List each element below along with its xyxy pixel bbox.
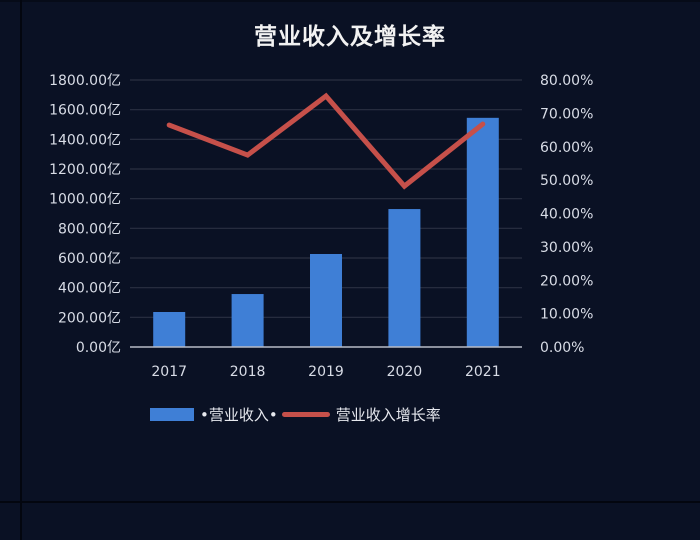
top-border xyxy=(0,0,700,2)
left-tick-label: 1400.00亿 xyxy=(49,132,121,148)
bar-2018 xyxy=(231,294,264,347)
left-tick-label: 1000.00亿 xyxy=(49,192,121,208)
right-axis-ticks: 0.00% 10.00% 20.00% 30.00% 40.00% 50.00% 60.00… xyxy=(540,73,593,356)
legend: •营业收入• 营业收入增长率 xyxy=(150,404,441,425)
horizontal-divider xyxy=(0,501,700,503)
left-tick-label: 1200.00亿 xyxy=(49,162,121,178)
right-tick-label: 30.00% xyxy=(540,240,593,256)
left-tick-label: 1800.00亿 xyxy=(49,73,121,89)
right-tick-label: 80.00% xyxy=(540,73,593,89)
x-axis-ticks: 2017 2018 2019 2020 2021 xyxy=(151,364,500,380)
left-tick-label: 800.00亿 xyxy=(58,221,121,237)
bar-2017 xyxy=(153,311,186,347)
vertical-divider xyxy=(20,0,22,540)
x-tick-label: 2019 xyxy=(308,364,344,380)
x-tick-label: 2017 xyxy=(151,364,187,380)
x-tick-label: 2018 xyxy=(230,364,266,380)
right-tick-label: 20.00% xyxy=(540,273,593,289)
right-tick-label: 0.00% xyxy=(540,340,584,356)
chart-title: 营业收入及增长率 xyxy=(254,24,446,50)
left-tick-label: 400.00亿 xyxy=(58,281,121,297)
bar-2021 xyxy=(466,117,499,347)
bar-2020 xyxy=(388,209,421,347)
left-axis-ticks: 0.00亿 200.00亿 400.00亿 600.00亿 800.00亿 1000.00… xyxy=(49,73,121,356)
left-tick-label: 1600.00亿 xyxy=(49,103,121,119)
left-tick-label: 0.00亿 xyxy=(76,340,121,356)
legend-line-label: 营业收入增长率 xyxy=(335,406,441,424)
bar-2019 xyxy=(310,253,342,347)
bar-series xyxy=(153,117,499,347)
left-tick-label: 200.00亿 xyxy=(58,310,121,326)
right-tick-label: 50.00% xyxy=(540,173,593,189)
growth-rate-line xyxy=(166,92,486,190)
right-tick-label: 40.00% xyxy=(540,207,593,223)
left-tick-label: 600.00亿 xyxy=(58,251,121,267)
legend-bar-label: •营业收入• xyxy=(200,406,278,424)
legend-line-swatch xyxy=(281,412,330,417)
right-tick-label: 60.00% xyxy=(540,140,593,156)
legend-bar-swatch xyxy=(150,408,194,421)
right-tick-label: 70.00% xyxy=(540,106,593,122)
line-series xyxy=(166,92,486,190)
x-tick-label: 2020 xyxy=(387,364,423,380)
x-tick-label: 2021 xyxy=(465,364,501,380)
right-tick-label: 10.00% xyxy=(540,307,593,323)
